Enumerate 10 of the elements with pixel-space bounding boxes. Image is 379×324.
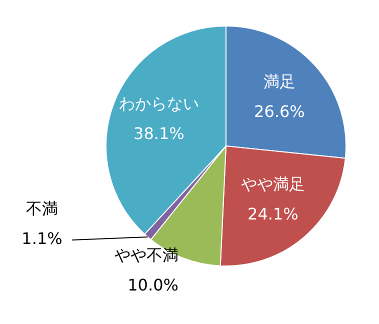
slice-label: 満足 [263,72,296,92]
data-label: 38.1% [134,124,184,144]
slice-label: わからない [118,94,199,114]
slice-label: 不満 [26,199,58,218]
data-label: 10.0% [128,276,178,296]
slice-label: やや満足 [240,174,305,194]
data-label: 26.6% [254,102,305,122]
data-label: 24.1% [248,204,298,224]
data-label: 1.1% [22,229,62,248]
slice-label: やや不満 [114,246,178,266]
